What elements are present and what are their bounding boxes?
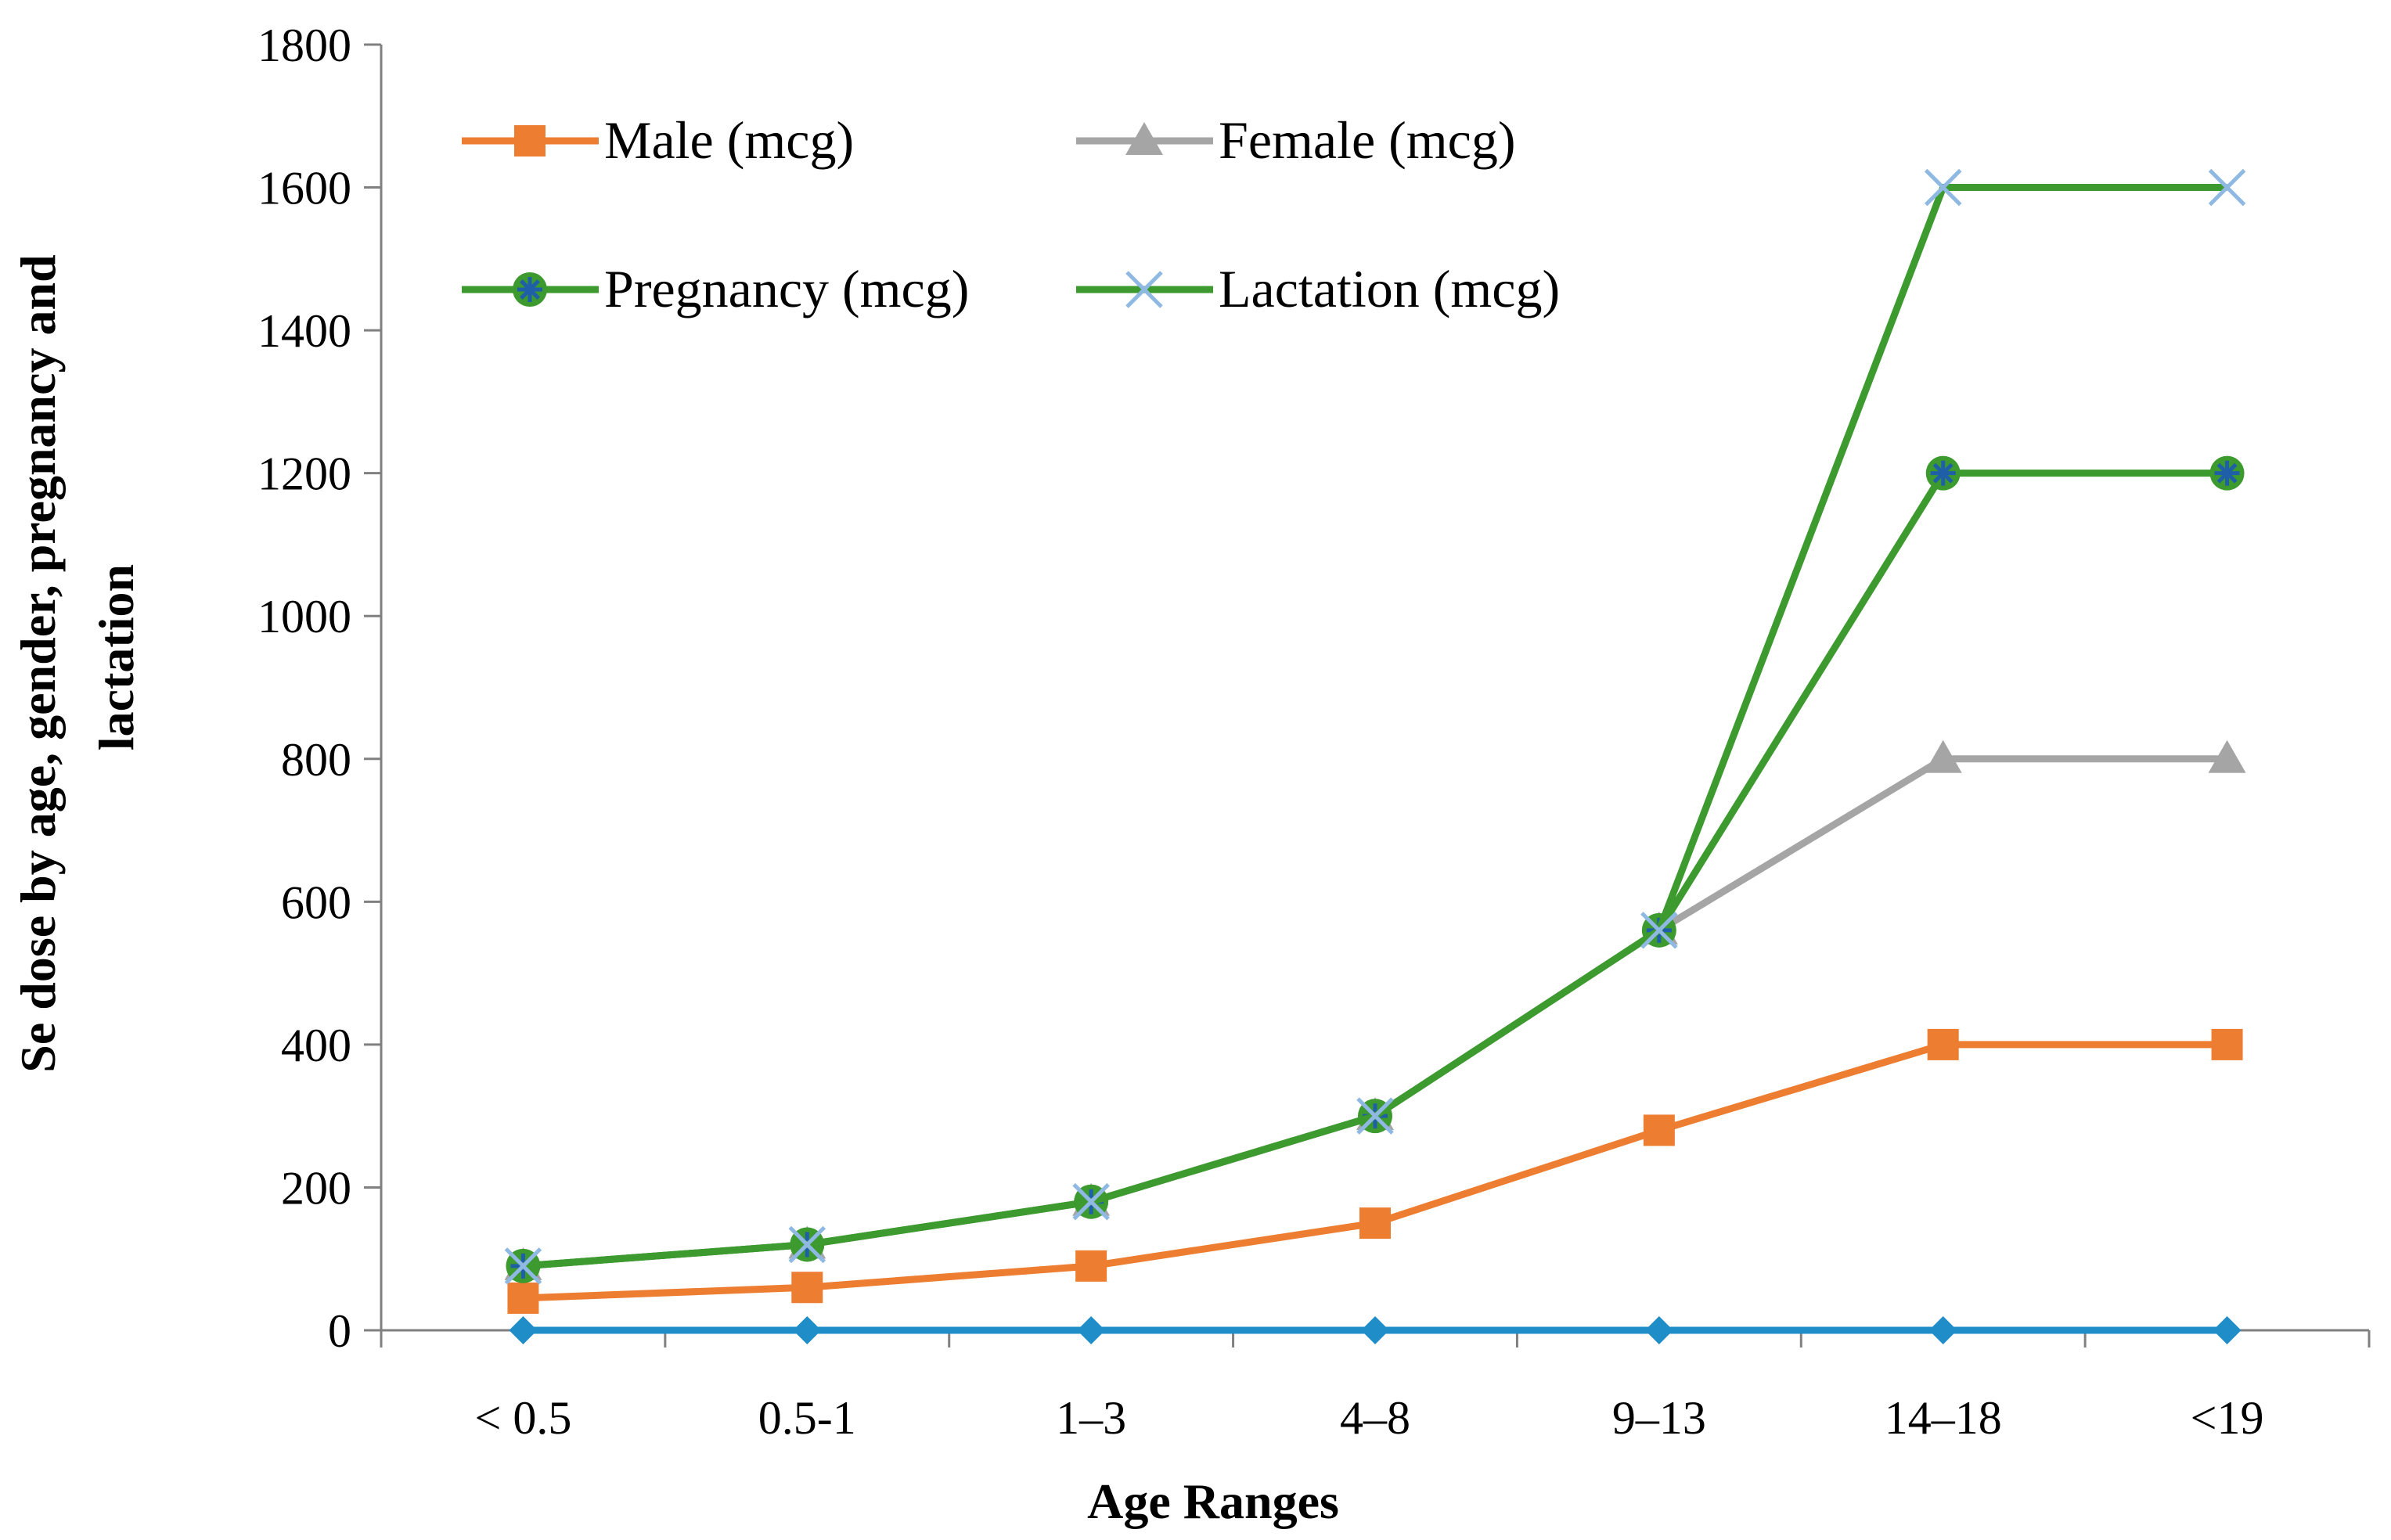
series-4-point-6 [2208,168,2246,207]
y-tick-label-1600: 1600 [257,163,351,214]
series-1 [507,1028,2243,1314]
legend-swatch-marker-3 [1125,271,1163,308]
series-3-point-6 [2209,455,2245,491]
x-axis-title: Age Ranges [1087,1473,1339,1529]
chart-axes: 0 200 400 600 800 1000 1200 1400 1600 1800 < 0.5 0.… [257,20,2371,1444]
x-tick-label-3: 4–8 [1340,1392,1410,1444]
series-1-point-4 [1643,1114,1675,1146]
y-tick-label-0: 0 [328,1305,351,1357]
series-4-point-4 [1640,912,1678,949]
series-1-point-0 [507,1282,539,1314]
series-0-point-5 [1928,1316,1957,1344]
series-0 [509,1316,2242,1344]
series-3-line [523,470,2227,1270]
series-4-point-2 [1072,1182,1110,1221]
x-tick-label-1: 0.5-1 [758,1392,856,1444]
y-axis-title-line-2: lactation [88,564,144,750]
series-3 [506,455,2245,1283]
legend-label-1: Female (mcg) [1219,110,1516,170]
series-1-point-6 [2211,1028,2243,1060]
series-3-point-5 [1925,455,1961,491]
legend-label-3: Lactation (mcg) [1219,259,1560,318]
x-tick-label-0: < 0.5 [475,1392,572,1444]
y-tick-label-800: 800 [281,734,351,786]
legend-item-0: Male (mcg) [462,110,854,170]
series-4-point-5 [1924,168,1962,207]
legend-swatch-marker-1 [1125,122,1163,155]
legend-label-2: Pregnancy (mcg) [604,259,969,318]
y-tick-label-200: 200 [281,1162,351,1214]
y-tick-label-1800: 1800 [257,20,351,71]
x-tick-label-4: 9–13 [1612,1392,1706,1444]
series-0-point-6 [2213,1316,2242,1344]
series-0-point-3 [1361,1316,1389,1344]
series-0-point-4 [1644,1316,1673,1344]
y-tick-label-1400: 1400 [257,305,351,357]
y-tick-label-600: 600 [281,876,351,928]
series-4-point-1 [788,1225,826,1264]
series-2 [504,739,2246,1280]
series-2-point-6 [2208,739,2246,773]
x-tick-label-2: 1–3 [1056,1392,1126,1444]
series-0-point-1 [793,1316,822,1344]
series-1-point-1 [791,1272,823,1304]
y-axis-title: Se dose by age, gender, pregnancy and la… [10,242,144,1072]
series-1-point-5 [1927,1028,1959,1060]
chart-legend: Male (mcg) Female (mcg) Pregnancy (mcg) Lac… [462,110,1560,318]
chart-series [504,168,2246,1344]
y-tick-label-1200: 1200 [257,448,351,500]
legend-label-0: Male (mcg) [604,110,854,170]
series-1-line [523,1041,2227,1302]
series-2-point-5 [1924,739,1962,773]
legend-item-1: Female (mcg) [1076,110,1516,170]
series-4-point-3 [1356,1097,1394,1135]
legend-swatch-marker-2 [513,272,547,307]
series-0-point-2 [1077,1316,1106,1344]
series-2-line [523,755,2227,1270]
x-tick-label-6: <19 [2191,1392,2264,1444]
legend-item-3: Lactation (mcg) [1076,259,1560,318]
series-1-point-3 [1359,1207,1391,1240]
legend-item-2: Pregnancy (mcg) [462,259,969,318]
series-4-point-0 [504,1247,542,1285]
legend-swatch-marker-0 [514,125,546,157]
y-axis-title-line-1: Se dose by age, gender, pregnancy and [10,254,66,1072]
y-tick-label-400: 400 [281,1020,351,1071]
series-4 [504,168,2246,1285]
series-0-point-0 [509,1316,538,1344]
series-1-point-2 [1075,1250,1107,1282]
x-tick-label-5: 14–18 [1885,1392,2002,1444]
y-tick-label-1000: 1000 [257,591,351,642]
